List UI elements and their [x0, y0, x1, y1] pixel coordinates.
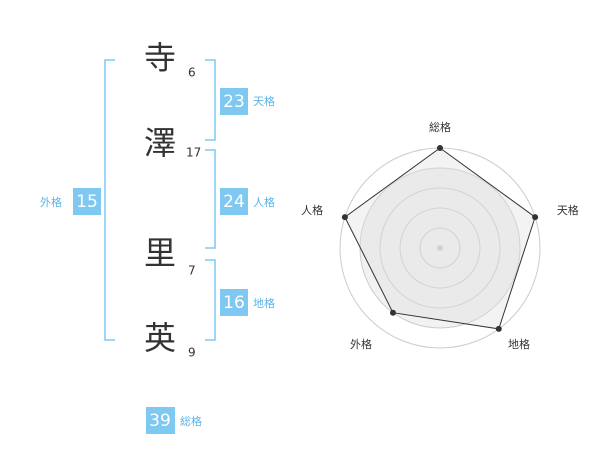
radar-point: [495, 325, 502, 332]
score: 39: [149, 411, 171, 431]
radar-center: [437, 245, 443, 251]
radar-label: 天格: [557, 203, 579, 217]
score-label: 地格: [253, 296, 275, 310]
radar-label: 外格: [350, 337, 372, 351]
radar-point: [341, 214, 348, 221]
radar-label: 人格: [301, 203, 323, 217]
bracket: [205, 149, 216, 249]
score: 23: [223, 92, 245, 112]
score-label: 総格: [180, 414, 202, 428]
radar-area: [344, 147, 536, 330]
score-box: [220, 188, 248, 215]
score-label: 天格: [253, 94, 275, 108]
stroke-count: 17: [186, 146, 201, 160]
bracket: [104, 59, 115, 341]
bracket: [205, 259, 216, 341]
score: 24: [223, 192, 245, 212]
name-char: 寺: [144, 39, 176, 77]
radar-label: 総格: [429, 120, 451, 134]
score-box: [73, 188, 101, 215]
score-box: [146, 407, 175, 434]
name-char: 里: [144, 234, 176, 272]
radar-point: [389, 309, 396, 316]
name-char: 澤: [144, 124, 176, 162]
score-box: [220, 289, 248, 316]
score: 16: [223, 293, 245, 313]
score: 15: [76, 192, 98, 212]
score-label: 外格: [40, 195, 62, 209]
score-label: 人格: [253, 195, 275, 209]
radar-point: [437, 145, 443, 151]
radar-point: [532, 214, 539, 221]
stroke-count: 9: [188, 346, 196, 360]
stroke-count: 6: [188, 66, 196, 80]
name-char: 英: [144, 319, 176, 357]
score-box: [220, 88, 248, 115]
stroke-count: 7: [188, 264, 196, 278]
bracket: [205, 59, 216, 141]
radar-label: 地格: [508, 337, 530, 351]
